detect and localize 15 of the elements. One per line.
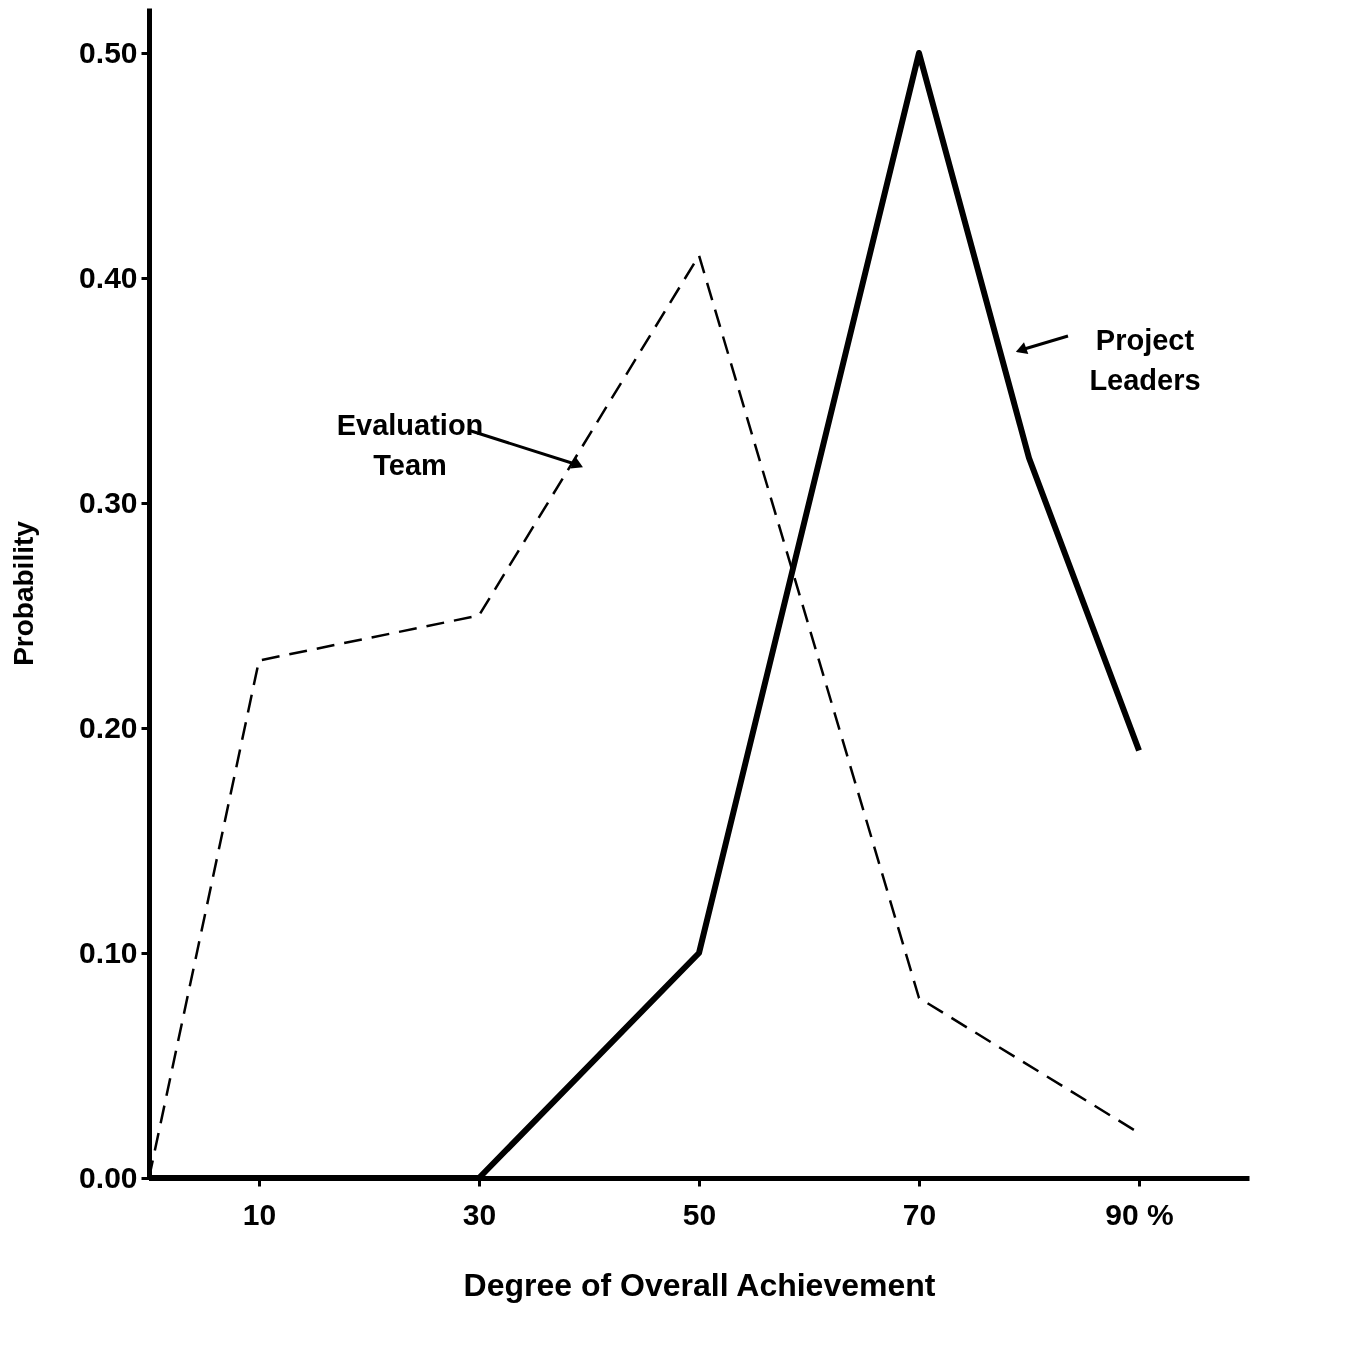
annotation: Evaluation Team bbox=[336, 409, 484, 481]
y-tick-label: 0.50 bbox=[79, 35, 138, 69]
y-axis-title: Probability bbox=[8, 520, 40, 666]
x-tick-label: 90 % bbox=[1105, 1197, 1174, 1231]
y-tick-label: 0.30 bbox=[79, 485, 138, 519]
y-tick-label: 0.10 bbox=[79, 935, 138, 969]
x-tick-label: 50 bbox=[682, 1197, 717, 1231]
annotation: Project Leaders bbox=[1089, 324, 1201, 396]
y-tick-label: 0.40 bbox=[79, 260, 138, 294]
y-tick-label: 0.20 bbox=[79, 710, 138, 744]
x-tick-label: 70 bbox=[902, 1197, 937, 1231]
x-axis-title: Degree of Overall Achievement bbox=[463, 1266, 936, 1303]
y-tick-label: 0.00 bbox=[79, 1160, 138, 1194]
x-tick-label: 10 bbox=[242, 1197, 277, 1231]
x-tick-label: 30 bbox=[462, 1197, 497, 1231]
